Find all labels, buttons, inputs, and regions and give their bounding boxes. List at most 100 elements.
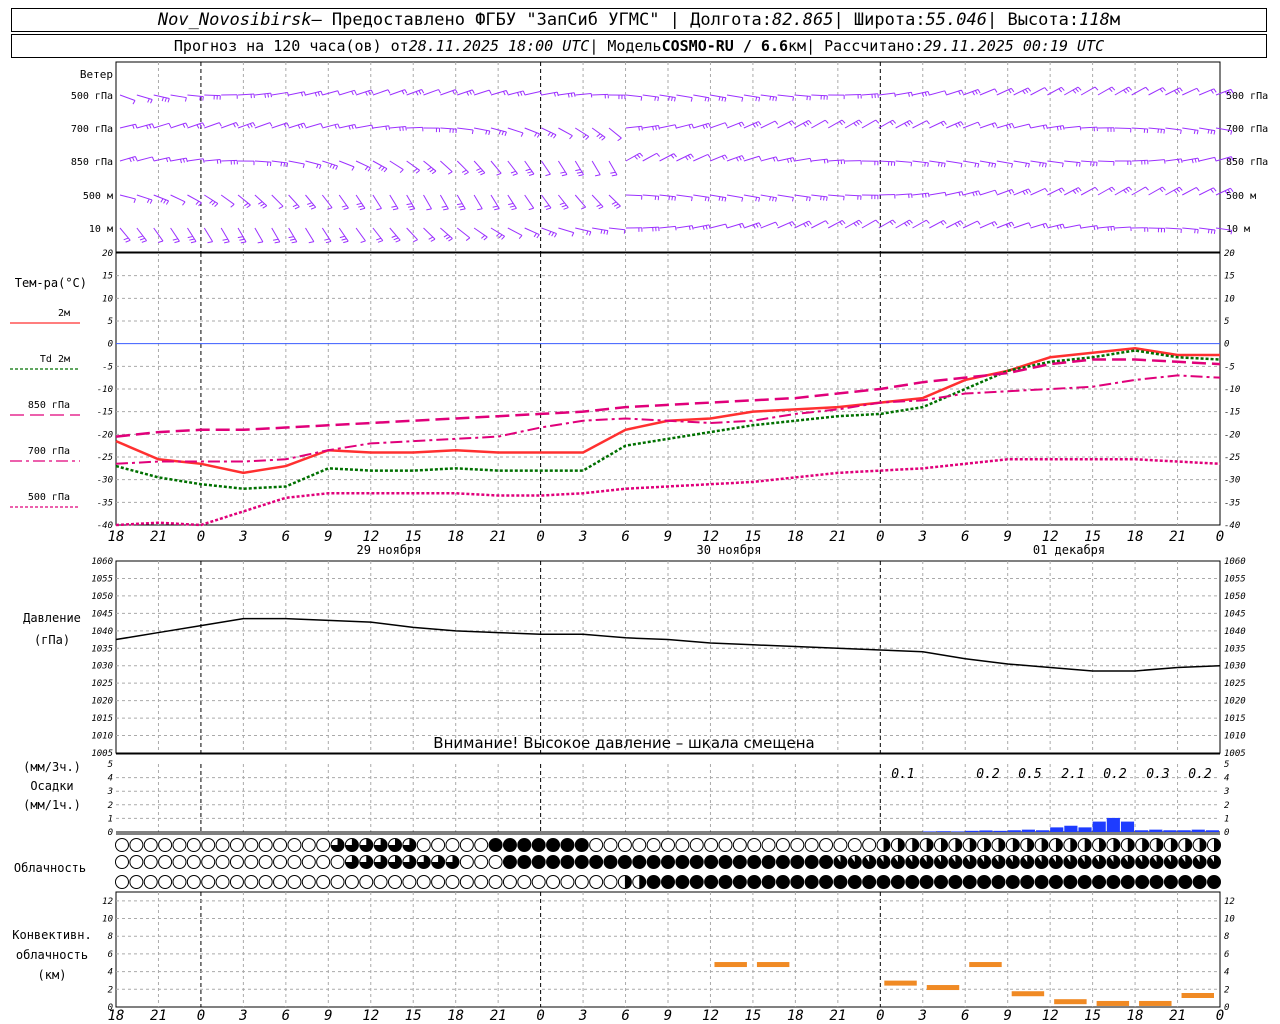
wind-barb-feather — [1227, 90, 1231, 95]
convective-ytick-left: 6 — [108, 950, 113, 960]
wind-barb — [946, 121, 962, 129]
wind-barb-feather — [222, 238, 228, 241]
wind-barb — [187, 158, 204, 162]
wind-barb — [237, 227, 247, 243]
cloud-symbol-fill — [1020, 855, 1034, 869]
wind-barb-feather — [287, 92, 289, 97]
temperature-ytick-left: -20 — [97, 430, 113, 440]
wind-barb-feather — [1210, 188, 1214, 193]
wind-barb-feather — [894, 92, 896, 98]
wind-barb — [558, 194, 569, 208]
wind-barb-feather — [216, 159, 219, 164]
wind-barb-feather — [388, 125, 391, 130]
cloud-symbol — [675, 855, 690, 869]
cloud-symbol — [115, 855, 129, 869]
provider-text: – Предоставлено ФГБУ "ЗапСиб УГМС" | Дол… — [311, 10, 773, 30]
wind-barb — [844, 219, 860, 229]
cloud-symbol-fill — [1012, 838, 1020, 852]
wind-barb — [794, 119, 809, 129]
wind-barb-feather — [802, 122, 807, 127]
wind-barb-feather — [839, 121, 843, 126]
wind-barb — [979, 221, 995, 229]
cloud-symbol — [718, 875, 733, 889]
cloud-symbol — [531, 855, 546, 869]
wind-barb-feather — [288, 236, 294, 239]
cloud-symbol-fill — [955, 838, 962, 852]
wind-barb-feather — [168, 123, 172, 128]
cloud-symbol — [675, 838, 690, 852]
wind-barb-feather — [405, 126, 407, 131]
wind-barb-feather — [556, 91, 559, 97]
cloud-symbol — [617, 855, 632, 869]
altitude-unit: м — [1109, 10, 1121, 30]
cloud-symbol — [273, 855, 288, 869]
temperature-ytick-left: 0 — [108, 340, 113, 350]
wind-barb-feather — [148, 124, 152, 129]
wind-barb — [693, 153, 709, 162]
wind-barb-feather — [519, 91, 523, 96]
wind-barb-feather — [1079, 126, 1082, 131]
wind-barb-feather — [855, 121, 860, 126]
convective-ytick-left: 2 — [108, 985, 113, 995]
precip-total-label: 0.2 — [976, 767, 1000, 782]
wind-barb-feather — [202, 96, 204, 101]
wind-barb-feather — [569, 135, 573, 140]
wind-barb-feather — [167, 98, 170, 103]
wind-barb-feather — [792, 157, 795, 162]
wind-barb-feather — [488, 130, 491, 136]
wind-barb — [845, 93, 862, 96]
cloud-symbol — [244, 855, 259, 869]
wind-barb-feather — [554, 233, 557, 238]
wind-level-label-right: 700 гПа — [1226, 124, 1268, 135]
cloud-symbol — [287, 875, 302, 889]
precip-bar — [979, 830, 993, 832]
cloud-symbol — [502, 875, 517, 889]
wind-barb-feather — [1011, 189, 1015, 194]
wind-barb — [254, 194, 268, 207]
wind-barb-feather — [1011, 221, 1015, 226]
wind-barb-feather — [610, 171, 616, 174]
wind-barb-feather — [412, 239, 418, 243]
cloud-symbol-fill — [388, 855, 402, 869]
wind-barb-feather — [257, 241, 263, 244]
wind-barb — [676, 94, 693, 99]
cloud-symbol — [546, 838, 561, 852]
wind-barb-feather — [1163, 129, 1165, 134]
temperature-x-tick: 18 — [1127, 529, 1144, 545]
cloud-symbol — [689, 875, 704, 889]
wind-barb — [456, 227, 471, 239]
wind-barb — [440, 227, 453, 239]
wind-barb-feather — [1194, 158, 1197, 163]
wind-barb-feather — [1025, 163, 1027, 168]
wind-barb-feather — [341, 205, 347, 208]
cloud-symbol — [316, 875, 331, 889]
wind-barb-feather — [559, 202, 565, 206]
wind-barb — [153, 94, 170, 100]
wind-barb-feather — [758, 121, 762, 126]
header: Nov_Novosibirsk – Предоставлено ФГБУ "За… — [11, 8, 1269, 60]
wind-barb-feather — [1061, 162, 1064, 168]
wind-barb — [946, 160, 963, 165]
wind-barb — [541, 160, 551, 175]
wind-barb-feather — [448, 238, 453, 242]
wind-barb-feather — [504, 131, 507, 136]
wind-barb — [1182, 227, 1199, 231]
wind-barb-feather — [1173, 189, 1178, 194]
temperature-x-tick: 15 — [744, 529, 761, 545]
wind-barb-feather — [182, 201, 186, 206]
wind-barb — [473, 89, 490, 96]
wind-barb-feather — [1197, 229, 1199, 234]
wind-barb-feather — [580, 206, 586, 210]
wind-barb-feather — [1228, 157, 1231, 162]
wind-barb-feather — [704, 97, 707, 102]
temperature-ytick-right: -30 — [1224, 476, 1240, 486]
precip-ytick-left: 0 — [108, 828, 113, 838]
wind-barb — [153, 122, 170, 129]
wind-barb — [1148, 186, 1163, 196]
wind-barb-feather — [707, 97, 710, 102]
station-name: Nov_Novosibirsk — [157, 10, 312, 30]
wind-barb — [170, 194, 186, 203]
wind-barb — [760, 221, 776, 229]
temperature-x-tick: 0 — [197, 529, 205, 545]
wind-barb-feather — [1024, 88, 1029, 93]
